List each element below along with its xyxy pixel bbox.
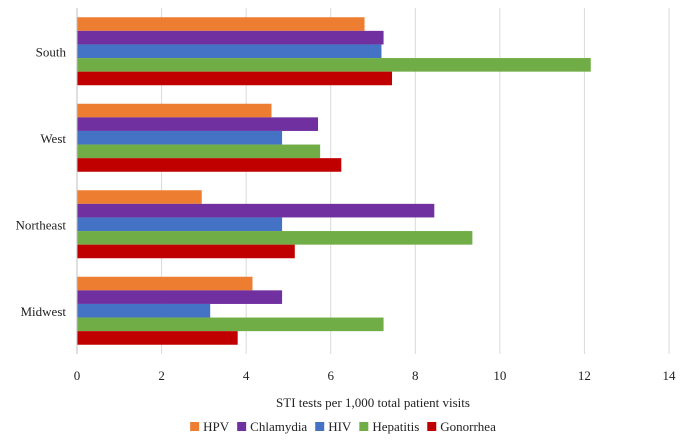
legend-item-hpv: HPV <box>190 419 230 434</box>
category-label: West <box>40 131 66 146</box>
category-label: South <box>36 44 67 59</box>
bar-chlamydia-south <box>77 30 384 45</box>
bar-hiv-west <box>77 130 283 145</box>
category-label: Northeast <box>15 217 66 232</box>
category-labels: South West Northeast Midwest <box>15 44 66 319</box>
legend-label: HPV <box>203 419 230 434</box>
bar-hepatitis-northeast <box>77 231 473 245</box>
legend-swatch <box>190 422 200 431</box>
x-tick-label: 8 <box>412 368 419 383</box>
bar-hepatitis-midwest <box>77 317 384 332</box>
x-tick-label: 10 <box>493 368 506 383</box>
x-tick-label: 14 <box>663 368 677 383</box>
bar-hepatitis-west <box>77 144 321 159</box>
bar-gonorrhea-west <box>77 158 342 172</box>
bar-chlamydia-northeast <box>77 203 435 218</box>
bar-hiv-south <box>77 44 382 59</box>
legend-label: Chlamydia <box>250 419 307 434</box>
bar-hepatitis-south <box>77 58 591 72</box>
bar-chlamydia-west <box>77 117 319 131</box>
x-tick-label: 4 <box>243 368 250 383</box>
legend-label: Gonorrhea <box>440 419 496 434</box>
bar-gonorrhea-northeast <box>77 244 295 259</box>
x-axis-title: STI tests per 1,000 total patient visits <box>276 395 470 410</box>
bar-gonorrhea-midwest <box>77 331 238 345</box>
legend-swatch <box>359 422 369 431</box>
bar-hpv-northeast <box>77 190 202 204</box>
x-tick-labels: 0 2 4 6 8 10 12 14 <box>74 368 676 383</box>
x-tick-label: 12 <box>578 368 591 383</box>
bar-hiv-midwest <box>77 303 211 318</box>
legend-label: Hepatitis <box>372 419 419 434</box>
x-tick-label: 0 <box>74 368 81 383</box>
bar-hpv-west <box>77 103 272 118</box>
legend: HPV Chlamydia HIV Hepatitis Gonorrhea <box>190 419 496 434</box>
legend-item-chlamydia: Chlamydia <box>237 419 307 434</box>
legend-swatch <box>315 422 325 431</box>
legend-label: HIV <box>328 419 352 434</box>
bars <box>77 17 591 345</box>
legend-item-gonorrhea: Gonorrhea <box>427 419 496 434</box>
legend-item-hepatitis: Hepatitis <box>359 419 419 434</box>
legend-swatch <box>237 422 247 431</box>
category-label: Midwest <box>21 304 67 319</box>
bar-hpv-midwest <box>77 276 253 291</box>
legend-swatch <box>427 422 437 431</box>
bar-gonorrhea-south <box>77 71 393 86</box>
bar-hiv-northeast <box>77 217 283 232</box>
x-tick-label: 2 <box>158 368 165 383</box>
x-tick-label: 6 <box>327 368 334 383</box>
bar-chlamydia-midwest <box>77 290 283 304</box>
legend-item-hiv: HIV <box>315 419 352 434</box>
bar-hpv-south <box>77 17 365 31</box>
